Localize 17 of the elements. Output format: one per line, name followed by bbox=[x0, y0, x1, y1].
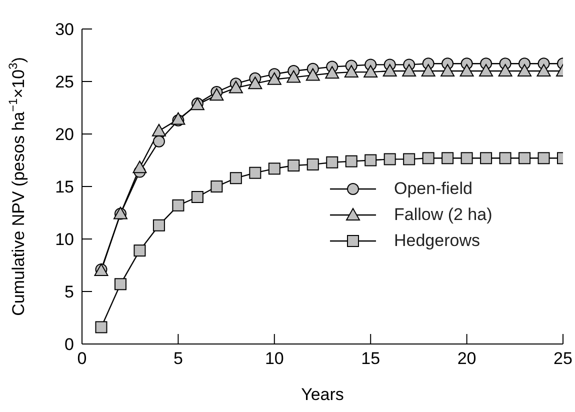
x-tick-label: 10 bbox=[264, 349, 284, 368]
legend-label: Fallow (2 ha) bbox=[394, 205, 492, 225]
x-tick-label: 0 bbox=[77, 349, 87, 368]
legend-label: Hedgerows bbox=[394, 231, 480, 251]
y-tick-label: 10 bbox=[55, 230, 74, 249]
y-tick-label: 15 bbox=[55, 178, 74, 196]
legend-label: Open-field bbox=[394, 179, 472, 199]
y-tick-label: 5 bbox=[64, 282, 74, 302]
y-tick-label: 25 bbox=[55, 72, 74, 92]
x-axis-title: Years bbox=[301, 385, 344, 404]
y-tick-label: 30 bbox=[55, 20, 74, 39]
y-tick-label: 20 bbox=[55, 125, 74, 144]
y-tick-label: 0 bbox=[64, 335, 74, 354]
x-tick-label: 15 bbox=[361, 349, 380, 368]
x-tick-label: 5 bbox=[173, 349, 183, 368]
x-tick-label: 20 bbox=[457, 349, 476, 368]
x-tick-label: 25 bbox=[554, 349, 572, 368]
